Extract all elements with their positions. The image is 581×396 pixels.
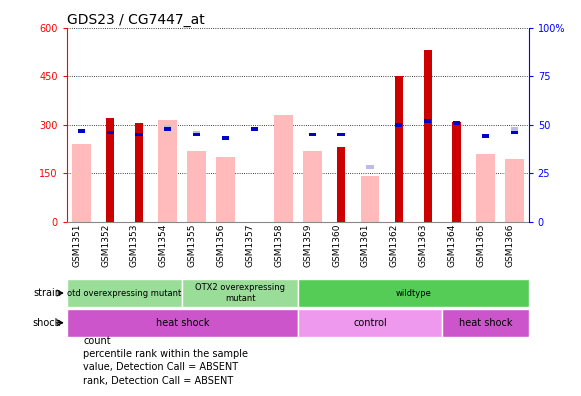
Bar [106,131,114,134]
Text: GDS23 / CG7447_at: GDS23 / CG7447_at [67,13,205,27]
Bar [78,129,85,133]
Text: shock: shock [33,318,61,328]
Text: strain: strain [33,288,61,298]
Text: OTX2 overexpressing
mutant: OTX2 overexpressing mutant [195,284,285,303]
Bar [309,133,316,136]
Text: otd overexpressing mutant: otd overexpressing mutant [67,289,182,297]
Bar [476,154,495,222]
Bar [453,122,461,222]
Text: value, Detection Call = ABSENT: value, Detection Call = ABSENT [83,362,238,373]
Bar [222,136,229,140]
Bar [135,123,143,222]
Bar [193,131,200,134]
Bar [187,150,206,222]
Text: rank, Detection Call = ABSENT: rank, Detection Call = ABSENT [83,375,234,386]
Bar [274,115,293,222]
Bar [298,309,442,337]
Bar [72,144,91,222]
Bar [424,50,432,222]
Bar [394,76,403,222]
Bar [135,133,142,136]
Bar [193,133,200,136]
Bar [67,309,298,337]
Bar [482,134,489,138]
Bar [511,127,518,131]
Bar [505,159,523,222]
Bar [338,133,345,136]
Text: wildtype: wildtype [395,289,431,297]
Bar [182,279,297,307]
Bar [216,157,235,222]
Bar [164,127,171,131]
Bar [303,150,321,222]
Bar [164,125,171,129]
Bar [159,120,177,222]
Bar [442,309,529,337]
Bar [67,279,182,307]
Bar [78,129,85,133]
Text: heat shock: heat shock [156,318,209,328]
Text: control: control [353,318,387,328]
Bar [298,279,529,307]
Bar [511,131,518,134]
Bar [424,119,431,123]
Bar [453,121,460,125]
Bar [395,123,403,127]
Bar [337,147,345,222]
Text: heat shock: heat shock [458,318,512,328]
Bar [106,118,114,222]
Bar [251,127,258,131]
Text: percentile rank within the sample: percentile rank within the sample [83,349,248,360]
Bar [361,177,379,222]
Bar [367,166,374,169]
Text: count: count [83,336,111,346]
